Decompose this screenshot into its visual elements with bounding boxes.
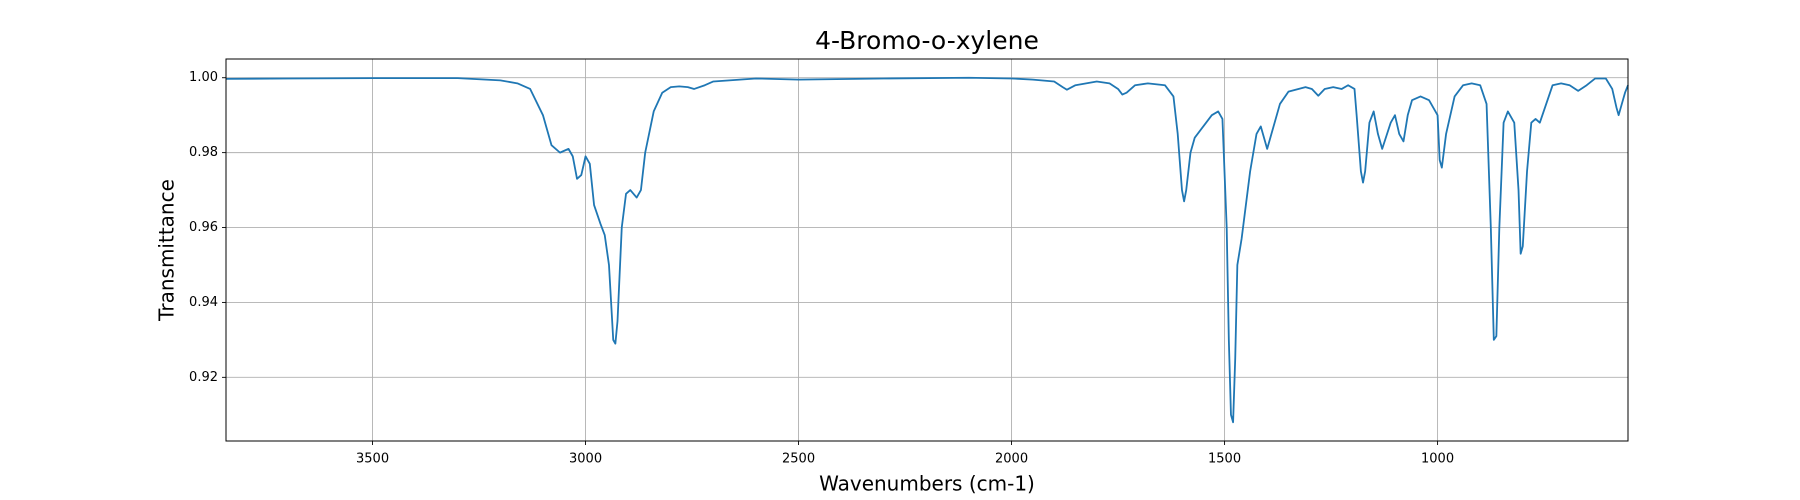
y-tick-label: 1.00 [189, 70, 218, 85]
x-tick-label: 2000 [995, 452, 1028, 467]
y-tick-label: 0.92 [189, 370, 218, 385]
x-tick-label: 1500 [1208, 452, 1241, 467]
plot-frame [225, 58, 1629, 442]
y-axis-label: Transmittance [155, 179, 179, 322]
y-tick-label: 0.96 [189, 220, 218, 235]
x-tick-label: 2500 [782, 452, 815, 467]
y-tick-label: 0.98 [189, 145, 218, 160]
x-tick-label: 1000 [1421, 452, 1454, 467]
spectrum-line [225, 76, 1629, 424]
x-tick-label: 3000 [569, 452, 602, 467]
x-axis-label: Wavenumbers (cm-1) [819, 472, 1035, 496]
chart-title: 4-Bromo-o-xylene [815, 26, 1039, 55]
x-tick-label: 3500 [356, 452, 389, 467]
y-tick-label: 0.94 [189, 295, 218, 310]
